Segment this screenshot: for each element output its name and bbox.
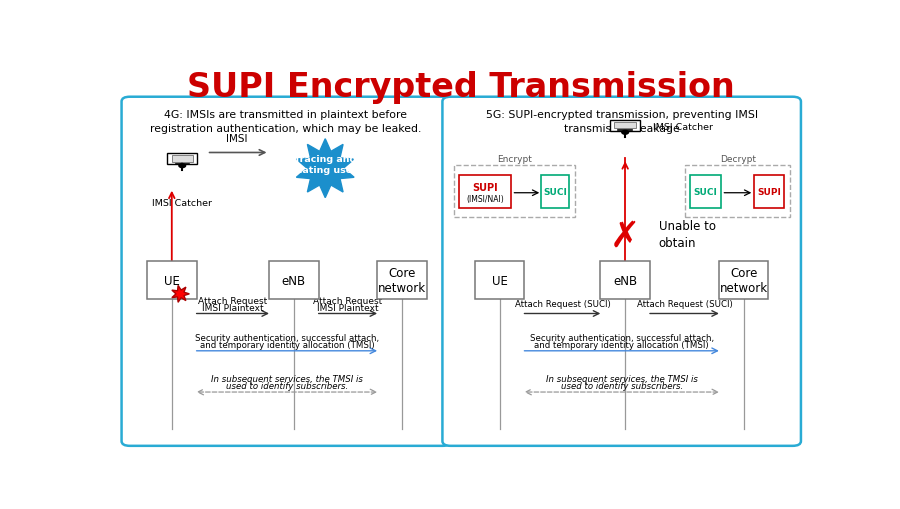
- Text: Attach Request (SUCI): Attach Request (SUCI): [636, 299, 733, 308]
- Text: 4G: IMSIs are transmitted in plaintext before
registration authentication, which: 4G: IMSIs are transmitted in plaintext b…: [149, 110, 421, 134]
- Text: SUPI: SUPI: [472, 182, 498, 192]
- Text: used to identify subscribers.: used to identify subscribers.: [561, 382, 683, 391]
- Text: Decrypt: Decrypt: [720, 155, 756, 164]
- Text: Attach Request: Attach Request: [313, 296, 382, 305]
- Text: Attach Request: Attach Request: [198, 296, 267, 305]
- FancyBboxPatch shape: [753, 176, 784, 209]
- FancyBboxPatch shape: [475, 261, 525, 300]
- Text: Attach Request (SUCI): Attach Request (SUCI): [515, 299, 610, 308]
- FancyBboxPatch shape: [269, 261, 319, 300]
- Text: Security authentication, successful attach,: Security authentication, successful atta…: [194, 333, 379, 343]
- FancyBboxPatch shape: [172, 156, 193, 162]
- Text: used to identify subscribers.: used to identify subscribers.: [226, 382, 348, 391]
- Circle shape: [622, 131, 628, 135]
- FancyBboxPatch shape: [167, 154, 197, 165]
- Text: Tracing and
locating users: Tracing and locating users: [287, 155, 363, 175]
- Circle shape: [179, 164, 185, 168]
- FancyBboxPatch shape: [542, 176, 569, 209]
- Text: IMSI Catcher: IMSI Catcher: [653, 123, 713, 132]
- Text: Core
network: Core network: [720, 267, 768, 295]
- FancyBboxPatch shape: [147, 261, 196, 300]
- FancyBboxPatch shape: [719, 261, 769, 300]
- Text: In subsequent services, the TMSI is: In subsequent services, the TMSI is: [545, 375, 698, 384]
- Text: eNB: eNB: [613, 274, 637, 287]
- FancyBboxPatch shape: [443, 98, 801, 446]
- FancyBboxPatch shape: [122, 98, 451, 446]
- FancyBboxPatch shape: [690, 176, 721, 209]
- Text: SUPI Encrypted Transmission: SUPI Encrypted Transmission: [187, 71, 735, 104]
- Text: SUCI: SUCI: [543, 187, 567, 196]
- Text: IMSI Plaintext: IMSI Plaintext: [202, 303, 264, 313]
- FancyBboxPatch shape: [454, 165, 575, 217]
- FancyBboxPatch shape: [610, 121, 640, 131]
- Text: 5G: SUPI-encrypted transmission, preventing IMSI
transmission leakage: 5G: SUPI-encrypted transmission, prevent…: [486, 110, 758, 134]
- Text: Unable to
obtain: Unable to obtain: [659, 219, 716, 249]
- Text: Security authentication, successful attach,: Security authentication, successful atta…: [529, 333, 714, 343]
- Text: In subsequent services, the TMSI is: In subsequent services, the TMSI is: [211, 375, 363, 384]
- Text: eNB: eNB: [282, 274, 306, 287]
- Text: UE: UE: [164, 274, 180, 287]
- Text: SUCI: SUCI: [693, 187, 717, 196]
- Text: Core
network: Core network: [378, 267, 426, 295]
- Text: SUPI: SUPI: [757, 187, 781, 196]
- Text: UE: UE: [491, 274, 508, 287]
- Polygon shape: [296, 139, 354, 198]
- Text: (IMSI/NAI): (IMSI/NAI): [466, 194, 504, 203]
- FancyBboxPatch shape: [459, 176, 511, 209]
- Text: ✗: ✗: [610, 219, 640, 253]
- FancyBboxPatch shape: [685, 165, 790, 217]
- Text: IMSI Plaintext: IMSI Plaintext: [317, 303, 379, 313]
- Text: IMSI Catcher: IMSI Catcher: [152, 198, 212, 207]
- Polygon shape: [172, 286, 189, 303]
- Text: and temporary identity allocation (TMSI): and temporary identity allocation (TMSI): [200, 341, 374, 350]
- Text: IMSI: IMSI: [226, 133, 248, 144]
- FancyBboxPatch shape: [615, 122, 636, 129]
- FancyBboxPatch shape: [377, 261, 427, 300]
- Text: Encrypt: Encrypt: [497, 155, 532, 164]
- FancyBboxPatch shape: [600, 261, 650, 300]
- Text: and temporary identity allocation (TMSI): and temporary identity allocation (TMSI): [535, 341, 709, 350]
